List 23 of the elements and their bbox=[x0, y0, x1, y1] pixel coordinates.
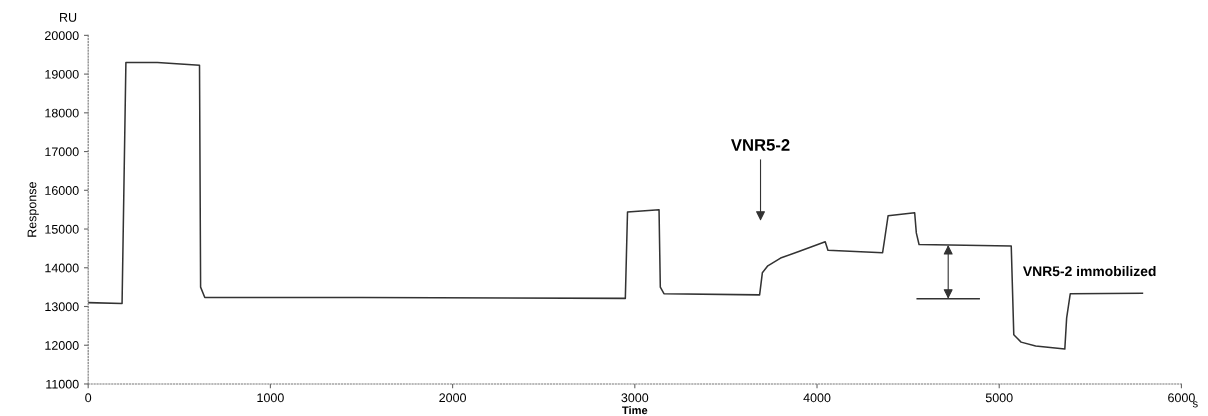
x-tick-label: 6000 bbox=[1168, 393, 1195, 403]
y-axis-title: Response bbox=[27, 182, 39, 237]
x-tick-label: 4000 bbox=[803, 393, 831, 403]
annotation: VNR5-2 bbox=[731, 139, 790, 151]
y-tick-label: 19000 bbox=[45, 69, 79, 79]
y-tick-label: 14000 bbox=[45, 263, 79, 273]
y-tick-label: 20000 bbox=[45, 31, 79, 41]
y-tick-label: 12000 bbox=[45, 341, 79, 350]
y-tick-label: 17000 bbox=[45, 147, 79, 157]
y-tick-label: 11000 bbox=[46, 379, 79, 389]
text: s bbox=[1192, 401, 1198, 408]
x-axis-title: Time bbox=[622, 406, 648, 415]
x-tick-label: 2000 bbox=[439, 393, 467, 403]
x-tick-label: 3000 bbox=[621, 393, 649, 403]
y-tick-label: 16000 bbox=[45, 186, 79, 195]
y-tick-label: 15000 bbox=[45, 224, 79, 234]
x-tick-label: 1000 bbox=[257, 393, 284, 403]
y-tick-label: 13000 bbox=[45, 302, 79, 312]
x-tick-label: 0 bbox=[85, 393, 92, 403]
y-tick-label: 18000 bbox=[45, 108, 79, 118]
text: RU bbox=[60, 13, 77, 22]
annotation: VNR5-2 immobilized bbox=[1023, 265, 1156, 277]
x-tick-label: 5000 bbox=[985, 393, 1013, 403]
